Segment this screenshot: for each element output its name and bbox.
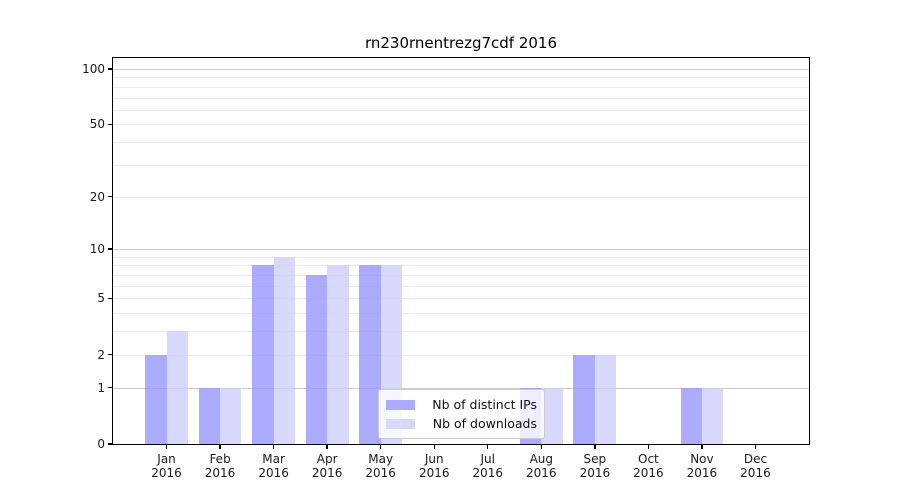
bar-distinct-ips-apr: [305, 275, 328, 444]
y-tick-label: 2: [97, 347, 105, 362]
minor-gridline: [113, 285, 809, 287]
bar-downloads-mar: [273, 256, 295, 444]
minor-gridline: [113, 164, 809, 166]
bar-downloads-nov: [701, 387, 724, 444]
x-tick-label: Jan 2016: [151, 452, 182, 480]
y-tick-mark: [108, 248, 113, 250]
minor-gridline: [113, 275, 809, 277]
x-tick-label: Feb 2016: [204, 452, 236, 480]
minor-gridline: [113, 124, 809, 126]
minor-gridline: [113, 331, 809, 333]
x-tick-mark: [379, 444, 382, 449]
y-tick-label: 50: [89, 117, 105, 132]
major-gridline: [113, 68, 809, 70]
bar-distinct-ips-may: [359, 265, 381, 444]
y-tick-label: 20: [89, 189, 105, 204]
x-tick-label: Sep 2016: [579, 452, 611, 480]
y-tick-mark: [108, 386, 113, 389]
x-tick-mark: [754, 444, 757, 449]
x-tick-mark: [594, 444, 596, 449]
x-tick-label: Oct 2016: [633, 452, 664, 480]
minor-gridline: [113, 256, 809, 258]
x-tick-label: Dec 2016: [740, 452, 771, 480]
x-tick-mark: [487, 444, 489, 449]
y-tick-mark: [108, 354, 113, 356]
minor-gridline: [113, 298, 809, 300]
x-tick-mark: [701, 444, 703, 449]
bar-distinct-ips-mar: [252, 265, 274, 444]
x-tick-label: Aug 2016: [526, 452, 557, 480]
minor-gridline: [113, 265, 809, 267]
x-tick-label: Apr 2016: [311, 452, 343, 480]
bar-downloads-aug: [541, 387, 563, 444]
x-tick-mark: [165, 444, 168, 449]
minor-gridline: [113, 354, 809, 356]
y-tick-label: 100: [82, 61, 105, 76]
x-tick-mark: [219, 444, 221, 449]
minor-gridline: [113, 196, 809, 198]
y-tick-mark: [108, 297, 113, 300]
major-gridline: [113, 387, 809, 389]
minor-gridline: [113, 97, 809, 99]
x-tick-label: May 2016: [365, 452, 396, 480]
x-tick-mark: [433, 444, 435, 449]
y-tick-mark: [108, 443, 113, 445]
legend-label-distinct-ips: Nb of distinct IPs: [432, 397, 537, 412]
x-tick-mark: [647, 444, 650, 449]
minor-gridline: [113, 109, 809, 111]
x-tick-mark: [540, 444, 542, 449]
minor-gridline: [113, 86, 809, 88]
legend-swatch-distinct-ips: [386, 399, 415, 410]
y-tick-mark: [108, 195, 113, 198]
legend-row-downloads: Nb of downloads: [386, 414, 537, 433]
bar-distinct-ips-jan: [145, 354, 167, 444]
minor-gridline: [113, 142, 809, 144]
x-tick-label: Nov 2016: [686, 452, 718, 480]
bar-downloads-feb: [220, 387, 242, 444]
x-tick-label: Mar 2016: [258, 452, 289, 480]
bar-downloads-apr: [327, 265, 349, 444]
minor-gridline: [113, 313, 809, 315]
y-tick-mark: [108, 123, 113, 126]
x-tick-mark: [272, 444, 275, 449]
major-gridline: [113, 249, 809, 251]
y-tick-label: 5: [97, 291, 105, 306]
chart-title: rn230rnentrezg7cdf 2016: [364, 34, 558, 52]
legend: Nb of distinct IPs Nb of downloads: [378, 389, 545, 439]
legend-swatch-downloads: [386, 418, 415, 429]
y-tick-mark: [108, 68, 113, 70]
x-tick-mark: [326, 444, 328, 449]
y-tick-label: 10: [89, 242, 105, 257]
x-tick-label: Jul 2016: [472, 452, 504, 480]
legend-row-distinct-ips: Nb of distinct IPs: [386, 395, 537, 414]
bar-downloads-sep: [594, 354, 617, 444]
bar-distinct-ips-nov: [680, 387, 702, 444]
legend-label-downloads: Nb of downloads: [432, 416, 537, 431]
bar-distinct-ips-sep: [573, 354, 595, 444]
x-tick-label: Jun 2016: [418, 452, 450, 480]
y-tick-label: 1: [97, 380, 105, 395]
bar-distinct-ips-feb: [198, 387, 221, 444]
y-tick-label: 0: [97, 437, 105, 451]
bar-downloads-jan: [166, 331, 188, 444]
minor-gridline: [113, 77, 809, 79]
